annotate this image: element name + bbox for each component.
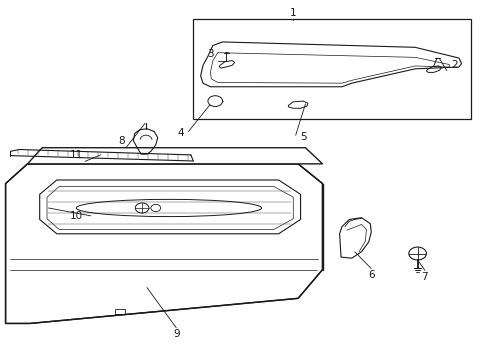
Text: 8: 8 bbox=[118, 136, 124, 145]
Text: 9: 9 bbox=[173, 329, 179, 339]
Text: 4: 4 bbox=[178, 129, 184, 138]
Polygon shape bbox=[5, 164, 322, 323]
Text: 7: 7 bbox=[421, 272, 427, 282]
Circle shape bbox=[207, 96, 222, 107]
Text: 10: 10 bbox=[70, 211, 82, 221]
Text: 5: 5 bbox=[299, 132, 305, 142]
Polygon shape bbox=[27, 148, 322, 164]
Circle shape bbox=[151, 204, 160, 212]
Bar bbox=[115, 309, 125, 315]
Text: 6: 6 bbox=[367, 270, 374, 280]
Bar bbox=[193, 19, 470, 119]
Circle shape bbox=[408, 247, 426, 260]
Text: 1: 1 bbox=[289, 8, 296, 18]
Text: 3: 3 bbox=[206, 49, 213, 59]
Text: 2: 2 bbox=[450, 60, 457, 70]
Text: 11: 11 bbox=[69, 150, 83, 160]
Polygon shape bbox=[339, 218, 370, 258]
Circle shape bbox=[135, 203, 149, 213]
